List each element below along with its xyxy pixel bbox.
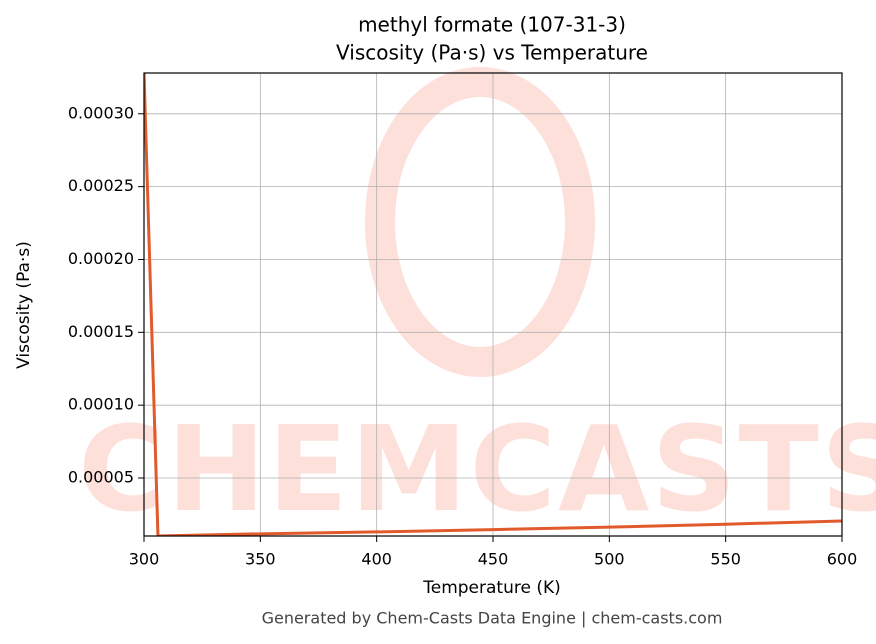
x-tick-label: 400 bbox=[361, 550, 392, 569]
watermark-logo bbox=[365, 67, 595, 377]
footer: Generated by Chem-Casts Data Engine | ch… bbox=[262, 609, 723, 628]
y-tick-label: 0.00010 bbox=[68, 395, 134, 414]
x-tick-label: 450 bbox=[478, 550, 509, 569]
y-tick-label: 0.00015 bbox=[68, 322, 134, 341]
y-tick-label: 0.00020 bbox=[68, 249, 134, 268]
x-tick-label: 500 bbox=[594, 550, 625, 569]
x-tick-label: 600 bbox=[827, 550, 858, 569]
watermark: CHEMCASTS bbox=[78, 400, 876, 538]
y-tick-label: 0.00030 bbox=[68, 103, 134, 122]
x-tick-label: 300 bbox=[129, 550, 160, 569]
chart-title: methyl formate (107-31-3) bbox=[358, 13, 626, 37]
y-axis-label: Viscosity (Pa·s) bbox=[14, 241, 34, 369]
x-tick-label: 350 bbox=[245, 550, 276, 569]
plot-frame bbox=[143, 72, 843, 537]
x-axis-label: Temperature (K) bbox=[422, 578, 561, 598]
chart-subtitle: Viscosity (Pa·s) vs Temperature bbox=[336, 41, 648, 65]
y-tick-label: 0.00025 bbox=[68, 176, 134, 195]
x-tick-label: 550 bbox=[710, 550, 741, 569]
y-tick-label: 0.00005 bbox=[68, 468, 134, 487]
